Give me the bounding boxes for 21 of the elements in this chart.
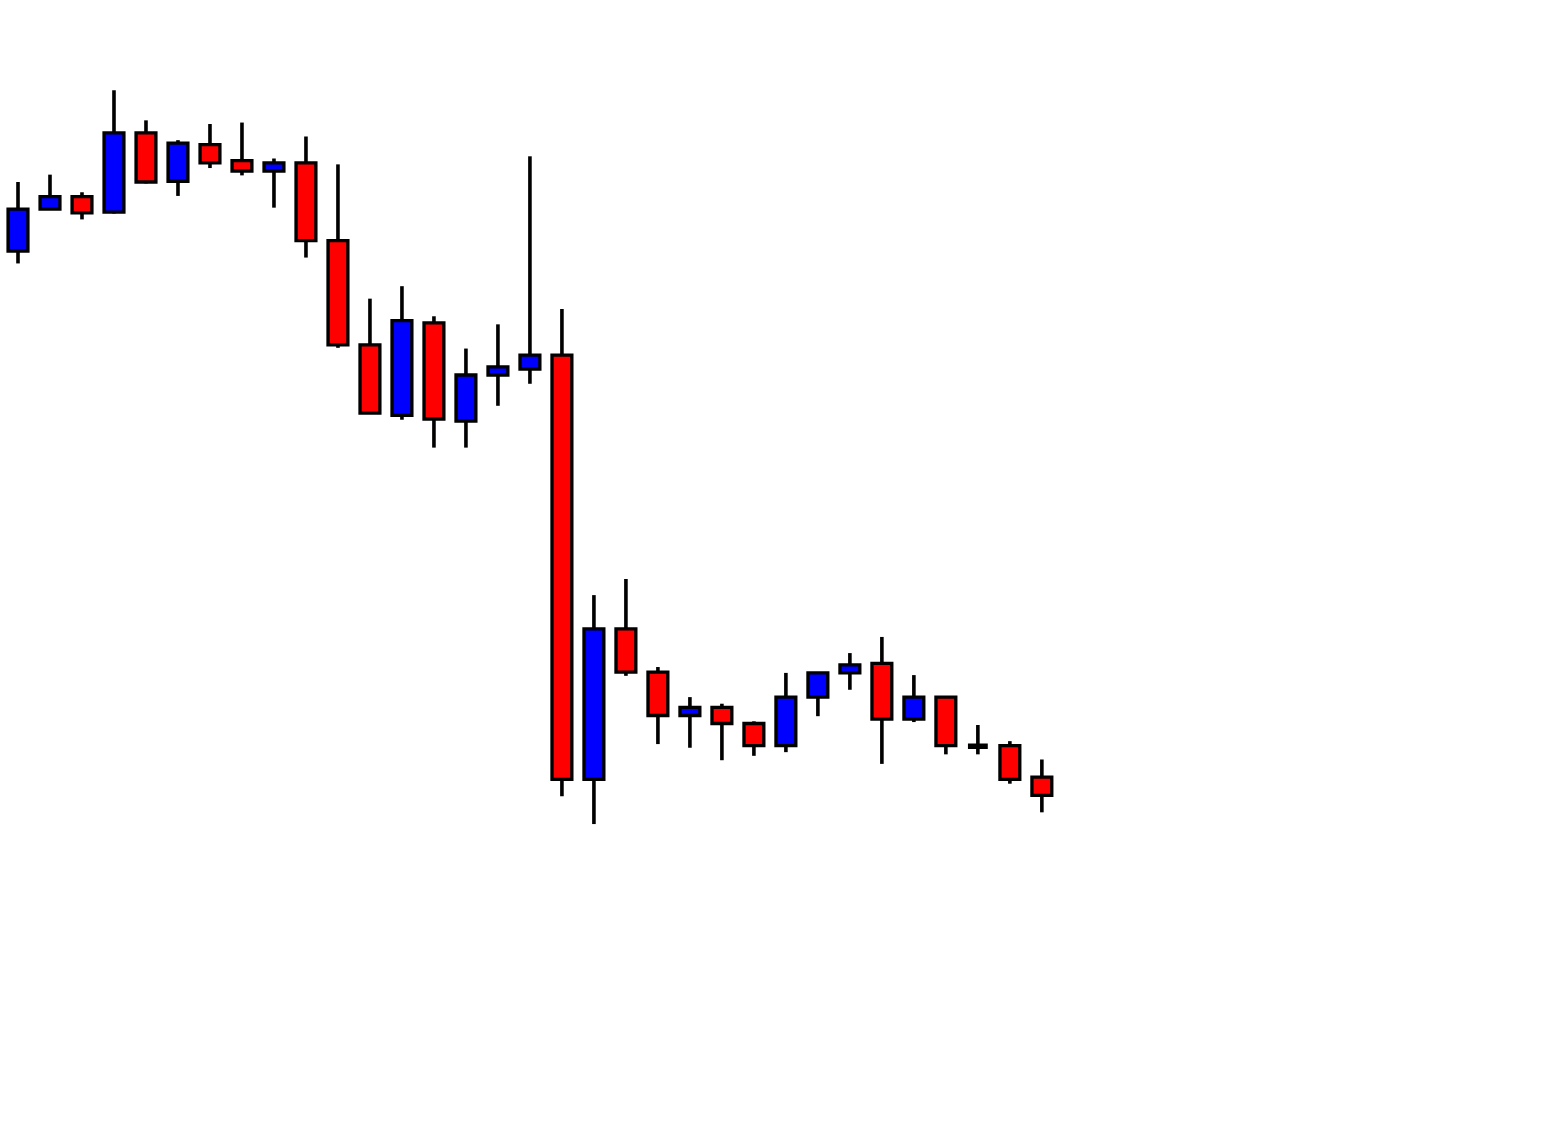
candlestick (998, 739, 1022, 786)
candlestick (518, 154, 542, 386)
candlestick (262, 156, 286, 210)
candlestick (38, 172, 62, 211)
candlestick (486, 322, 510, 408)
candlestick (6, 180, 30, 266)
candlestick (838, 651, 862, 692)
candlestick (646, 665, 670, 746)
candlestick (166, 138, 190, 198)
candlestick (742, 719, 766, 758)
candlestick (965, 723, 991, 757)
candlestick (230, 120, 254, 178)
candlestick (198, 122, 222, 170)
candlestick (806, 671, 830, 718)
candlestick (902, 673, 926, 724)
candlestick (614, 577, 638, 678)
candlestick (1030, 757, 1054, 815)
candlestick (454, 346, 478, 450)
candlestick (710, 701, 734, 763)
candlestick (678, 695, 702, 750)
candlestick (70, 190, 94, 222)
